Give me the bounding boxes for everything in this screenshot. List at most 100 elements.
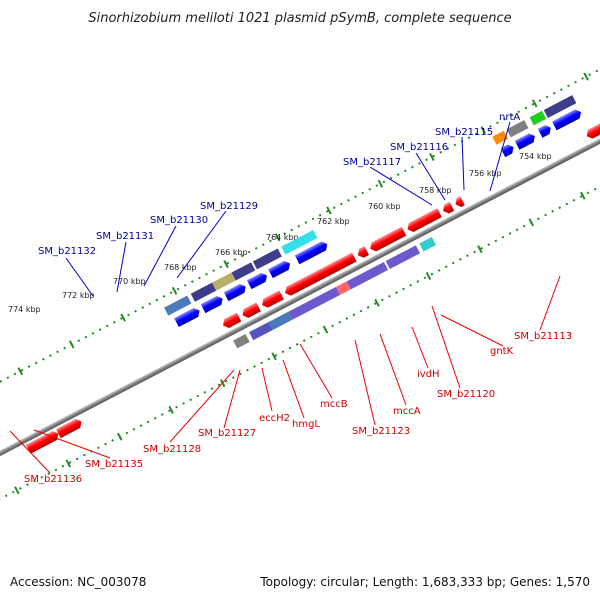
feature-block[interactable] xyxy=(281,230,318,255)
gene-label[interactable]: SM_b21120 xyxy=(437,389,495,400)
gene-label[interactable]: hmgL xyxy=(292,419,320,430)
major-tick xyxy=(17,367,24,376)
feature-block[interactable] xyxy=(543,95,577,118)
minor-tick xyxy=(219,265,223,269)
gene-arrow-reverse[interactable] xyxy=(174,306,202,328)
gene-label[interactable]: mccB xyxy=(320,399,348,410)
gene-arrow-reverse[interactable] xyxy=(200,294,225,314)
gene-arrow-forward[interactable] xyxy=(368,226,407,253)
gene-arrow-forward[interactable] xyxy=(56,417,84,439)
gene-arrow-forward[interactable] xyxy=(453,196,465,209)
gene-arrow-forward[interactable] xyxy=(584,115,600,141)
gene-label[interactable]: SM_b21131 xyxy=(96,231,154,242)
gene-arrow-forward[interactable] xyxy=(240,302,261,320)
gene-label[interactable]: eccH2 xyxy=(259,413,290,424)
gene-arrow-reverse[interactable] xyxy=(552,108,583,131)
gene-label[interactable]: SM_b21130 xyxy=(150,215,208,226)
minor-tick xyxy=(459,258,462,261)
gene-arrow-forward[interactable] xyxy=(221,312,242,330)
minor-tick xyxy=(347,199,350,202)
feature-block[interactable] xyxy=(385,245,421,270)
minor-tick xyxy=(198,276,201,280)
gene-arrow-reverse[interactable] xyxy=(294,240,330,265)
feature-block[interactable] xyxy=(212,272,236,291)
gene-arrow-reverse[interactable] xyxy=(246,271,269,290)
minor-tick xyxy=(340,202,343,206)
feature-block[interactable] xyxy=(288,286,341,320)
feature-block[interactable] xyxy=(529,110,547,126)
minor-tick xyxy=(496,121,499,125)
major-tick xyxy=(326,206,332,215)
minor-tick xyxy=(430,272,434,276)
gene-arrow-reverse[interactable] xyxy=(268,259,292,279)
gene-label[interactable]: SM_b21113 xyxy=(514,331,572,342)
major-tick xyxy=(580,191,586,200)
feature-block[interactable] xyxy=(506,120,529,138)
gene-label[interactable]: SM_b21132 xyxy=(38,246,96,257)
minor-tick xyxy=(11,490,15,494)
gene-label[interactable]: SM_b21127 xyxy=(198,428,256,439)
gene-label[interactable]: mccA xyxy=(393,406,421,417)
gene-track-forward xyxy=(25,115,600,454)
minor-tick xyxy=(451,261,455,265)
major-tick xyxy=(271,352,277,361)
feature-block[interactable] xyxy=(419,237,436,252)
gene-label[interactable]: SM_b21116 xyxy=(390,142,448,153)
feature-block[interactable] xyxy=(231,262,256,281)
gene-label[interactable]: SM_b21136 xyxy=(24,474,82,485)
feature-block[interactable] xyxy=(164,295,192,316)
gene-arrow-reverse[interactable] xyxy=(223,282,248,302)
gene-label[interactable]: SM_b21129 xyxy=(200,201,258,212)
minor-tick xyxy=(437,269,441,272)
feature-block[interactable] xyxy=(336,281,351,295)
kbp-label-770: 770 kbp xyxy=(113,277,146,286)
minor-tick xyxy=(409,283,413,287)
major-tick xyxy=(532,99,538,108)
kbp-label-758: 758 kbp xyxy=(419,186,452,195)
minor-tick xyxy=(375,184,379,187)
gene-arrow-forward[interactable] xyxy=(405,208,442,233)
minor-tick xyxy=(537,217,540,221)
kbp-label-768: 768 kbp xyxy=(164,263,197,272)
feature-block[interactable] xyxy=(346,261,389,290)
gene-label[interactable]: SM_b21117 xyxy=(343,157,401,168)
minor-tick xyxy=(551,209,554,213)
minor-tick xyxy=(49,354,52,357)
minor-tick xyxy=(432,154,435,158)
gene-arrow-reverse[interactable] xyxy=(500,143,516,158)
minor-tick xyxy=(586,191,590,195)
gene-arrow-reverse[interactable] xyxy=(514,132,537,150)
minor-tick xyxy=(508,232,512,235)
minor-tick xyxy=(389,176,393,180)
gene-arrow-reverse[interactable] xyxy=(537,123,553,138)
gene-label[interactable]: ivdH xyxy=(417,369,440,380)
minor-tick xyxy=(560,88,563,91)
gene-label[interactable]: SM_b21123 xyxy=(352,426,410,437)
gene-label[interactable]: SM_b21135 xyxy=(85,459,143,470)
gene-label[interactable]: nrtA xyxy=(499,112,520,123)
feature-block[interactable] xyxy=(268,311,293,330)
feature-block[interactable] xyxy=(190,282,217,302)
gene-label[interactable]: SM_b21128 xyxy=(143,444,201,455)
feature-block[interactable] xyxy=(249,321,273,341)
gene-label[interactable]: gntK xyxy=(490,346,514,357)
minor-tick xyxy=(6,376,10,380)
label-leaders-top xyxy=(65,121,511,297)
gene-arrow-forward[interactable] xyxy=(441,201,455,215)
gene-arrow-forward[interactable] xyxy=(356,246,370,259)
gene-arrow-forward[interactable] xyxy=(283,252,357,298)
minor-tick xyxy=(331,324,334,328)
feature-block[interactable] xyxy=(252,248,282,270)
minor-tick xyxy=(503,117,506,121)
minor-tick xyxy=(120,317,123,320)
gene-label[interactable]: SM_b21115 xyxy=(435,127,493,138)
gene-labels-top: SM_b21132 SM_b21131 SM_b21130 SM_b21129 … xyxy=(38,112,520,257)
gene-arrow-forward[interactable] xyxy=(260,290,284,309)
minor-tick xyxy=(288,346,292,350)
minor-tick xyxy=(139,424,143,427)
feature-block[interactable] xyxy=(492,130,509,145)
feature-block[interactable] xyxy=(233,333,250,349)
minor-tick xyxy=(267,357,271,361)
gene-arrow-forward[interactable] xyxy=(25,429,61,454)
